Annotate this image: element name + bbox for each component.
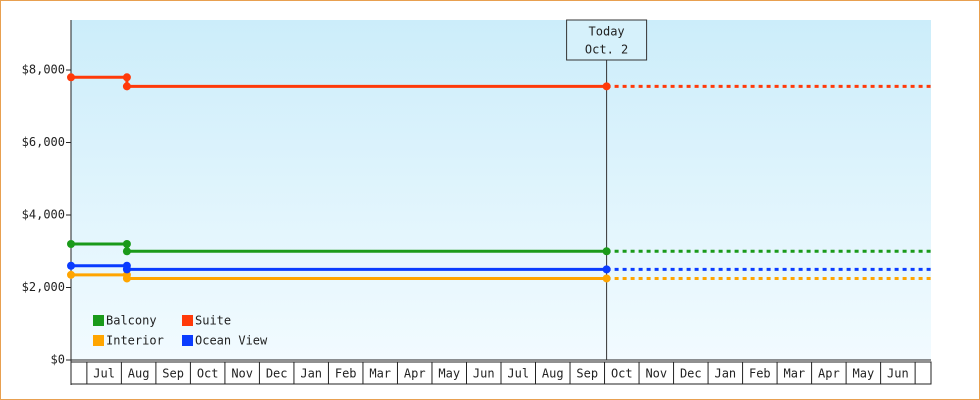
data-point — [122, 274, 131, 283]
x-tick-label: Oct — [197, 367, 219, 381]
x-tick-label: Apr — [404, 367, 426, 381]
data-point — [602, 265, 611, 274]
data-point — [602, 274, 611, 283]
data-point — [67, 73, 75, 82]
x-tick-label: Apr — [818, 367, 840, 381]
y-tick-label: $8,000 — [22, 63, 65, 77]
plot-area — [71, 20, 931, 360]
legend-label: Suite — [195, 314, 231, 328]
x-tick-label: Nov — [645, 367, 667, 381]
x-tick-label: Aug — [128, 367, 150, 381]
x-tick-label: May — [438, 367, 460, 381]
data-point — [122, 73, 131, 82]
today-box — [566, 19, 648, 61]
x-tick-label: Sep — [162, 367, 184, 381]
series-line — [71, 75, 607, 88]
legend-swatch — [182, 335, 193, 346]
x-tick-label: Oct — [611, 367, 633, 381]
legend-label: Interior — [106, 334, 164, 348]
data-point — [122, 265, 131, 274]
x-tick-label: Mar — [369, 367, 391, 381]
data-point — [122, 82, 131, 91]
x-tick-label: Dec — [266, 367, 288, 381]
today-date: Oct. 2 — [585, 43, 628, 57]
x-tick-label: Jan — [714, 367, 736, 381]
data-point — [602, 82, 611, 91]
x-tick-label: Sep — [576, 367, 598, 381]
data-point — [67, 240, 75, 249]
x-tick-label: Nov — [231, 367, 253, 381]
legend-swatch — [182, 315, 193, 326]
data-point — [122, 240, 131, 249]
legend-swatch — [93, 315, 104, 326]
y-tick-label: $4,000 — [22, 208, 65, 222]
x-tick-label: Mar — [783, 367, 805, 381]
legend-label: Balcony — [106, 314, 157, 328]
data-point — [122, 247, 131, 256]
x-tick-label: Jul — [93, 367, 115, 381]
legend-swatch — [93, 335, 104, 346]
data-point — [67, 270, 75, 279]
x-tick-label: Feb — [335, 367, 357, 381]
y-tick-label: $2,000 — [22, 280, 65, 294]
data-point — [602, 247, 611, 256]
x-tick-label: Feb — [749, 367, 771, 381]
data-point — [67, 261, 75, 270]
y-tick-label: $6,000 — [22, 135, 65, 149]
x-tick-label: Jul — [507, 367, 529, 381]
legend-label: Ocean View — [195, 334, 268, 348]
today-label: Today — [589, 25, 625, 39]
x-tick-label: May — [853, 367, 875, 381]
x-tick-label: Jun — [887, 367, 909, 381]
x-tick-label: Jan — [300, 367, 322, 381]
y-tick-label: $0 — [51, 353, 65, 367]
x-tick-label: Dec — [680, 367, 702, 381]
x-tick-label: Jun — [473, 367, 495, 381]
x-tick-label: Aug — [542, 367, 564, 381]
